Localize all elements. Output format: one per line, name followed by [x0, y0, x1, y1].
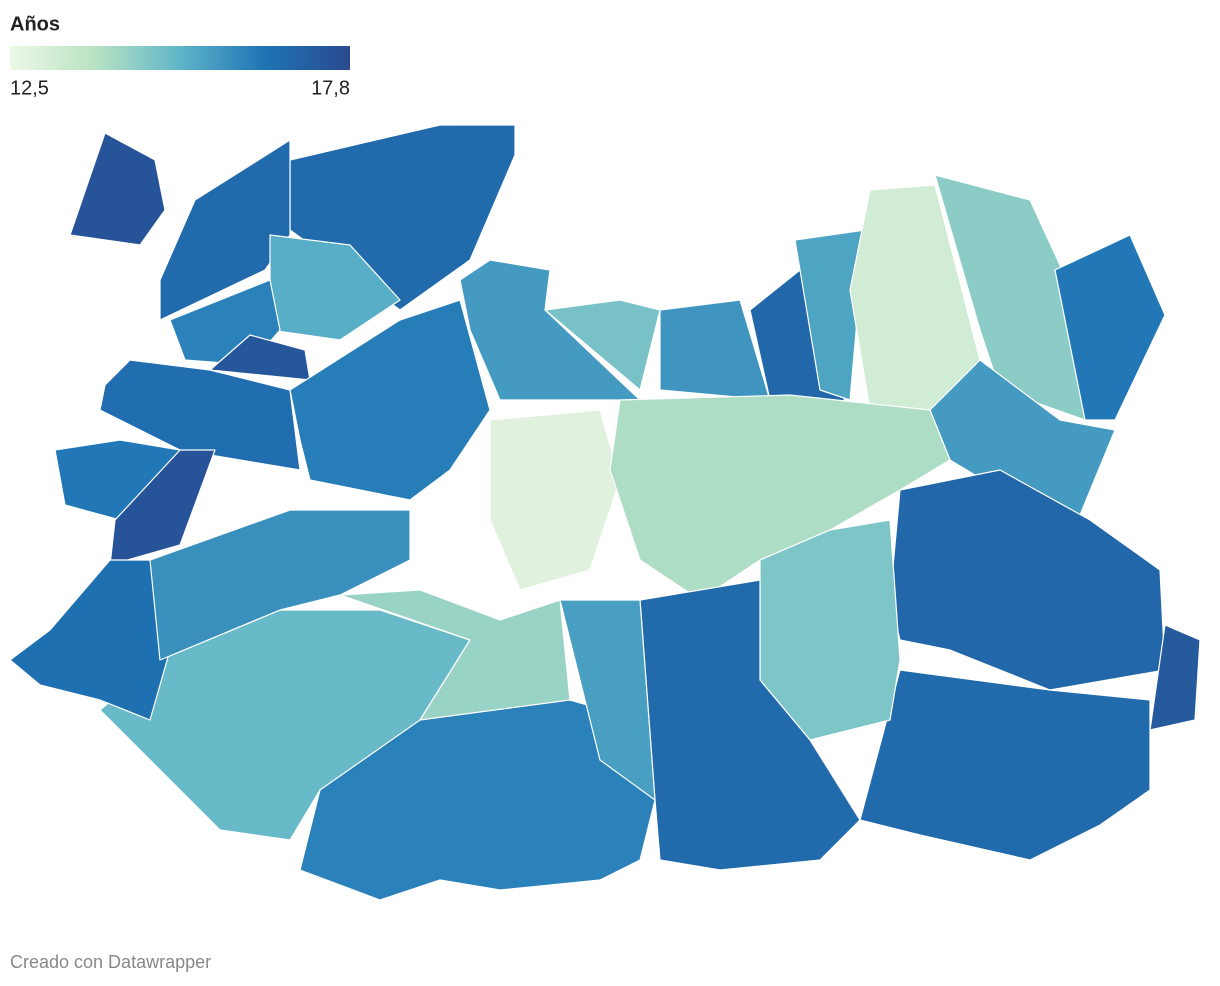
region	[69, 132, 166, 246]
region	[639, 579, 861, 871]
region	[289, 299, 491, 501]
region	[489, 409, 621, 591]
region	[559, 599, 656, 801]
region	[99, 359, 301, 471]
legend-gradient	[10, 46, 350, 70]
region	[9, 559, 171, 721]
region	[1149, 624, 1201, 731]
region	[929, 359, 1116, 516]
legend-title: Años	[10, 13, 60, 35]
region	[459, 259, 641, 401]
map	[9, 124, 1201, 901]
region	[889, 469, 1166, 691]
region	[159, 139, 291, 321]
region	[149, 509, 411, 661]
region	[109, 449, 216, 566]
region	[794, 229, 866, 401]
footer: Creado con Datawrapper	[10, 952, 211, 972]
legend-min: 12,5	[10, 77, 49, 99]
region	[1054, 234, 1166, 421]
legend-max: 17,8	[311, 77, 350, 99]
region	[859, 669, 1151, 861]
